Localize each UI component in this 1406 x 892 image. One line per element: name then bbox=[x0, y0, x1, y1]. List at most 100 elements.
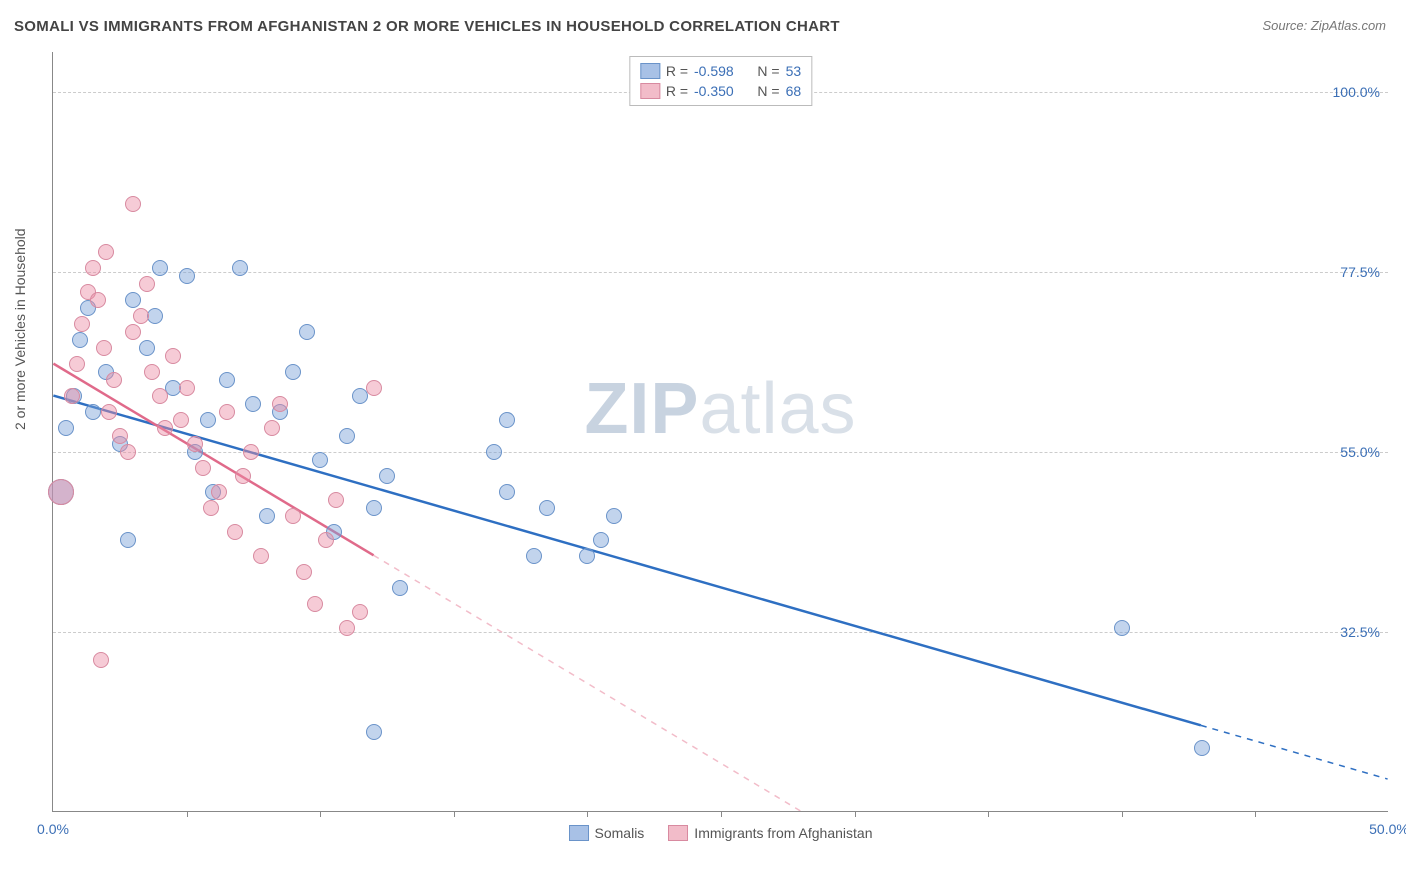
x-tick-mark bbox=[587, 811, 588, 817]
scatter-point bbox=[120, 532, 136, 548]
scatter-point bbox=[125, 324, 141, 340]
y-tick-label: 32.5% bbox=[1340, 624, 1380, 640]
scatter-point bbox=[179, 380, 195, 396]
scatter-point bbox=[98, 244, 114, 260]
scatter-point bbox=[227, 524, 243, 540]
scatter-point bbox=[72, 332, 88, 348]
x-tick-label: 50.0% bbox=[1369, 821, 1406, 837]
scatter-point bbox=[318, 532, 334, 548]
scatter-point bbox=[272, 396, 288, 412]
scatter-point bbox=[139, 276, 155, 292]
scatter-point bbox=[69, 356, 85, 372]
scatter-point bbox=[285, 364, 301, 380]
scatter-point bbox=[187, 436, 203, 452]
plot-area: ZIPatlas 32.5%55.0%77.5%100.0% 0.0%50.0%… bbox=[52, 52, 1388, 812]
legend-r-value: -0.350 bbox=[694, 83, 734, 99]
scatter-point bbox=[93, 652, 109, 668]
scatter-point bbox=[157, 420, 173, 436]
watermark: ZIPatlas bbox=[584, 368, 856, 450]
trend-line-dashed bbox=[374, 555, 801, 811]
y-tick-label: 77.5% bbox=[1340, 264, 1380, 280]
gridline bbox=[53, 272, 1388, 273]
scatter-point bbox=[539, 500, 555, 516]
scatter-point bbox=[606, 508, 622, 524]
legend-series: Somalis Immigrants from Afghanistan bbox=[569, 825, 873, 841]
scatter-point bbox=[264, 420, 280, 436]
legend-stats: R = -0.598 N = 53 R = -0.350 N = 68 bbox=[629, 56, 812, 106]
scatter-point bbox=[85, 260, 101, 276]
legend-r-label: R = bbox=[666, 63, 688, 79]
scatter-point bbox=[307, 596, 323, 612]
scatter-point bbox=[203, 500, 219, 516]
scatter-point bbox=[243, 444, 259, 460]
scatter-point bbox=[152, 260, 168, 276]
scatter-point bbox=[296, 564, 312, 580]
scatter-point bbox=[58, 420, 74, 436]
legend-series-label: Immigrants from Afghanistan bbox=[694, 825, 872, 841]
scatter-point bbox=[593, 532, 609, 548]
scatter-point bbox=[133, 308, 149, 324]
scatter-point bbox=[245, 396, 261, 412]
scatter-point bbox=[96, 340, 112, 356]
scatter-point bbox=[299, 324, 315, 340]
legend-n-label: N = bbox=[757, 83, 779, 99]
legend-n-value: 53 bbox=[786, 63, 802, 79]
scatter-point bbox=[328, 492, 344, 508]
scatter-point bbox=[165, 348, 181, 364]
scatter-point bbox=[125, 196, 141, 212]
scatter-point bbox=[101, 404, 117, 420]
source-attribution: Source: ZipAtlas.com bbox=[1262, 18, 1386, 33]
watermark-light: atlas bbox=[699, 369, 856, 449]
scatter-point bbox=[195, 460, 211, 476]
scatter-point bbox=[74, 316, 90, 332]
legend-swatch bbox=[640, 63, 660, 79]
scatter-point bbox=[392, 580, 408, 596]
scatter-point bbox=[152, 388, 168, 404]
x-tick-mark bbox=[454, 811, 455, 817]
scatter-point bbox=[144, 364, 160, 380]
scatter-point bbox=[339, 620, 355, 636]
scatter-point bbox=[219, 372, 235, 388]
x-tick-mark bbox=[988, 811, 989, 817]
scatter-point bbox=[379, 468, 395, 484]
scatter-point bbox=[90, 292, 106, 308]
scatter-point bbox=[200, 412, 216, 428]
legend-series-item: Somalis bbox=[569, 825, 645, 841]
scatter-point bbox=[112, 428, 128, 444]
x-tick-mark bbox=[1255, 811, 1256, 817]
scatter-point bbox=[120, 444, 136, 460]
scatter-point bbox=[579, 548, 595, 564]
scatter-point bbox=[253, 548, 269, 564]
scatter-point bbox=[211, 484, 227, 500]
legend-n-label: N = bbox=[757, 63, 779, 79]
scatter-point bbox=[366, 380, 382, 396]
scatter-point bbox=[106, 372, 122, 388]
scatter-point bbox=[259, 508, 275, 524]
x-tick-mark bbox=[1122, 811, 1123, 817]
y-tick-label: 55.0% bbox=[1340, 444, 1380, 460]
x-tick-label: 0.0% bbox=[37, 821, 69, 837]
scatter-point bbox=[366, 500, 382, 516]
legend-swatch bbox=[640, 83, 660, 99]
legend-r-value: -0.598 bbox=[694, 63, 734, 79]
scatter-point bbox=[219, 404, 235, 420]
scatter-point bbox=[173, 412, 189, 428]
scatter-point bbox=[1194, 740, 1210, 756]
legend-series-item: Immigrants from Afghanistan bbox=[668, 825, 872, 841]
legend-series-label: Somalis bbox=[595, 825, 645, 841]
trend-lines bbox=[53, 52, 1388, 811]
x-tick-mark bbox=[721, 811, 722, 817]
scatter-point bbox=[486, 444, 502, 460]
legend-stat-row: R = -0.350 N = 68 bbox=[640, 81, 801, 101]
scatter-point bbox=[125, 292, 141, 308]
x-tick-mark bbox=[187, 811, 188, 817]
scatter-point bbox=[232, 260, 248, 276]
scatter-point bbox=[499, 484, 515, 500]
scatter-point bbox=[235, 468, 251, 484]
scatter-point bbox=[285, 508, 301, 524]
scatter-point bbox=[352, 604, 368, 620]
y-axis-label: 2 or more Vehicles in Household bbox=[12, 228, 28, 430]
trend-line-dashed bbox=[1201, 725, 1388, 779]
scatter-point bbox=[366, 724, 382, 740]
watermark-bold: ZIP bbox=[584, 369, 699, 449]
